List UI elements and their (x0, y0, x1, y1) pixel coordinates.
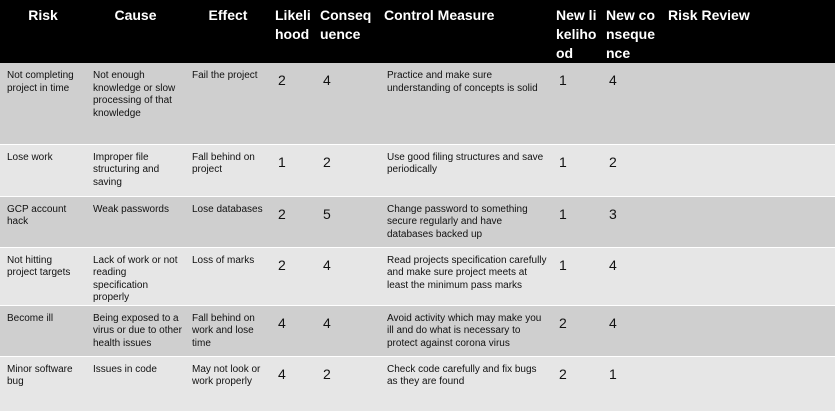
cell-consequence: 4 (316, 305, 380, 357)
cell-risk-review (664, 247, 835, 306)
cell-consequence: 5 (316, 196, 380, 248)
table-row: Not completing project in time Not enoug… (0, 63, 835, 145)
cell-likelihood: 1 (271, 144, 316, 197)
cell-likelihood: 2 (271, 63, 316, 145)
cell-new-consequence: 1 (602, 356, 664, 412)
cell-consequence: 4 (316, 63, 380, 145)
cell-consequence: 2 (316, 144, 380, 197)
cell-effect: May not look or work properly (185, 356, 271, 412)
cell-likelihood: 2 (271, 247, 316, 306)
cell-risk-review (664, 305, 835, 357)
cell-control-measure: Change password to something secure regu… (380, 196, 552, 248)
table-row: Become ill Being exposed to a virus or d… (0, 305, 835, 357)
cell-risk: Become ill (0, 305, 86, 357)
cell-new-consequence: 3 (602, 196, 664, 248)
cell-new-likelihood: 1 (552, 144, 602, 197)
cell-new-consequence: 4 (602, 63, 664, 145)
cell-effect: Loss of marks (185, 247, 271, 306)
cell-risk: Not hitting project targets (0, 247, 86, 306)
cell-new-consequence: 2 (602, 144, 664, 197)
cell-control-measure: Use good filing structures and save peri… (380, 144, 552, 197)
cell-new-likelihood: 1 (552, 63, 602, 145)
header-likelihood: Likelihood (271, 0, 316, 63)
cell-risk: Not completing project in time (0, 63, 86, 145)
header-control-measure: Control Measure (380, 0, 552, 63)
header-effect: Effect (185, 0, 271, 63)
cell-new-consequence: 4 (602, 305, 664, 357)
cell-likelihood: 4 (271, 356, 316, 412)
header-new-consequence: New consequence (602, 0, 664, 63)
cell-new-consequence: 4 (602, 247, 664, 306)
table-row: Lose work Improper file structuring and … (0, 144, 835, 197)
cell-risk-review (664, 196, 835, 248)
cell-risk-review (664, 144, 835, 197)
cell-risk-review (664, 63, 835, 145)
cell-risk: GCP account hack (0, 196, 86, 248)
cell-new-likelihood: 2 (552, 305, 602, 357)
header-risk: Risk (0, 0, 86, 63)
cell-cause: Being exposed to a virus or due to other… (86, 305, 185, 357)
cell-effect: Fall behind on project (185, 144, 271, 197)
cell-likelihood: 2 (271, 196, 316, 248)
cell-consequence: 4 (316, 247, 380, 306)
cell-control-measure: Avoid activity which may make you ill an… (380, 305, 552, 357)
cell-new-likelihood: 1 (552, 196, 602, 248)
cell-likelihood: 4 (271, 305, 316, 357)
cell-effect: Lose databases (185, 196, 271, 248)
cell-cause: Lack of work or not reading specificatio… (86, 247, 185, 306)
cell-cause: Issues in code (86, 356, 185, 412)
header-new-likelihood: New likelihood (552, 0, 602, 63)
cell-control-measure: Check code carefully and fix bugs as the… (380, 356, 552, 412)
cell-control-measure: Read projects specification carefully an… (380, 247, 552, 306)
header-row: Risk Cause Effect Likelihood Consequence… (0, 0, 835, 63)
cell-consequence: 2 (316, 356, 380, 412)
cell-risk: Minor software bug (0, 356, 86, 412)
cell-risk-review (664, 356, 835, 412)
cell-new-likelihood: 1 (552, 247, 602, 306)
cell-new-likelihood: 2 (552, 356, 602, 412)
table-row: Minor software bug Issues in code May no… (0, 356, 835, 412)
cell-effect: Fail the project (185, 63, 271, 145)
table-row: GCP account hack Weak passwords Lose dat… (0, 196, 835, 248)
header-consequence: Consequence (316, 0, 380, 63)
cell-cause: Not enough knowledge or slow processing … (86, 63, 185, 145)
table-row: Not hitting project targets Lack of work… (0, 247, 835, 306)
cell-risk: Lose work (0, 144, 86, 197)
cell-cause: Weak passwords (86, 196, 185, 248)
cell-control-measure: Practice and make sure understanding of … (380, 63, 552, 145)
header-cause: Cause (86, 0, 185, 63)
cell-effect: Fall behind on work and lose time (185, 305, 271, 357)
header-risk-review: Risk Review (664, 0, 835, 63)
cell-cause: Improper file structuring and saving (86, 144, 185, 197)
